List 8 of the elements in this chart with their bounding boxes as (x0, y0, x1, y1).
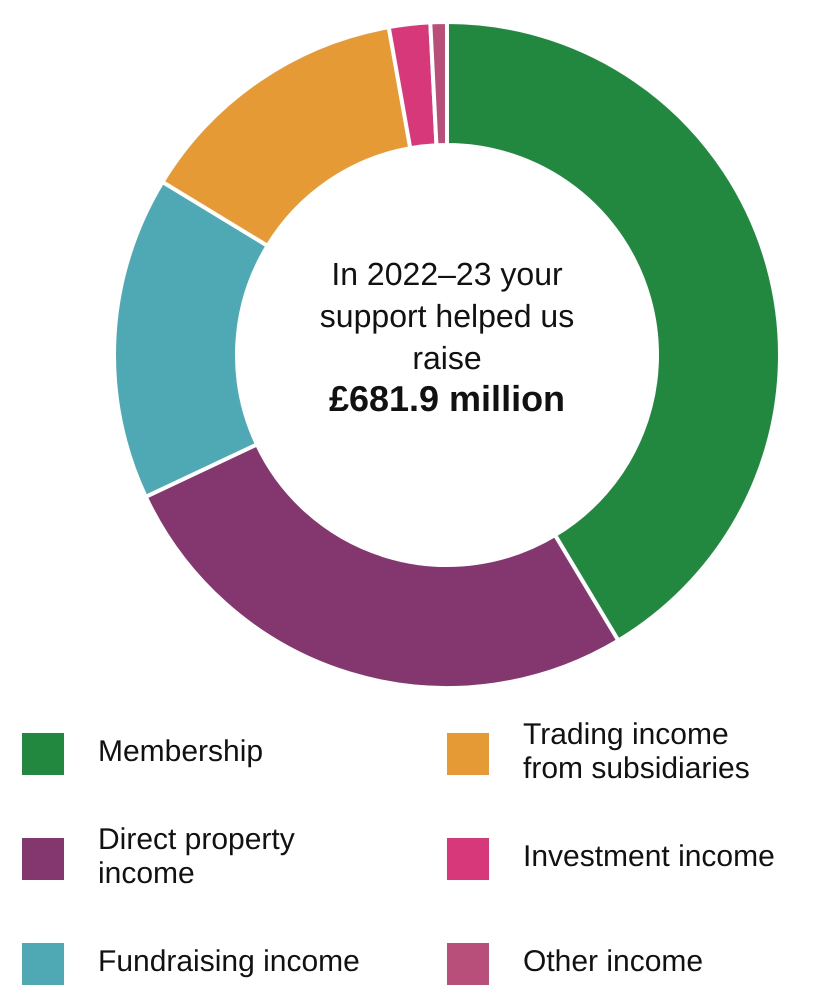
text: In 2022–23 your support helped us raise (320, 256, 574, 376)
legend-label: Trading income from subsidiaries (523, 718, 750, 785)
legend-label: Other income (523, 944, 704, 978)
legend-label: Investment income (523, 840, 775, 873)
legend-label: Fundraising income (98, 944, 360, 978)
legend-label: Membership (98, 734, 264, 768)
legend-label: Direct property income (98, 822, 295, 890)
text: £681.9 million (328, 378, 566, 419)
